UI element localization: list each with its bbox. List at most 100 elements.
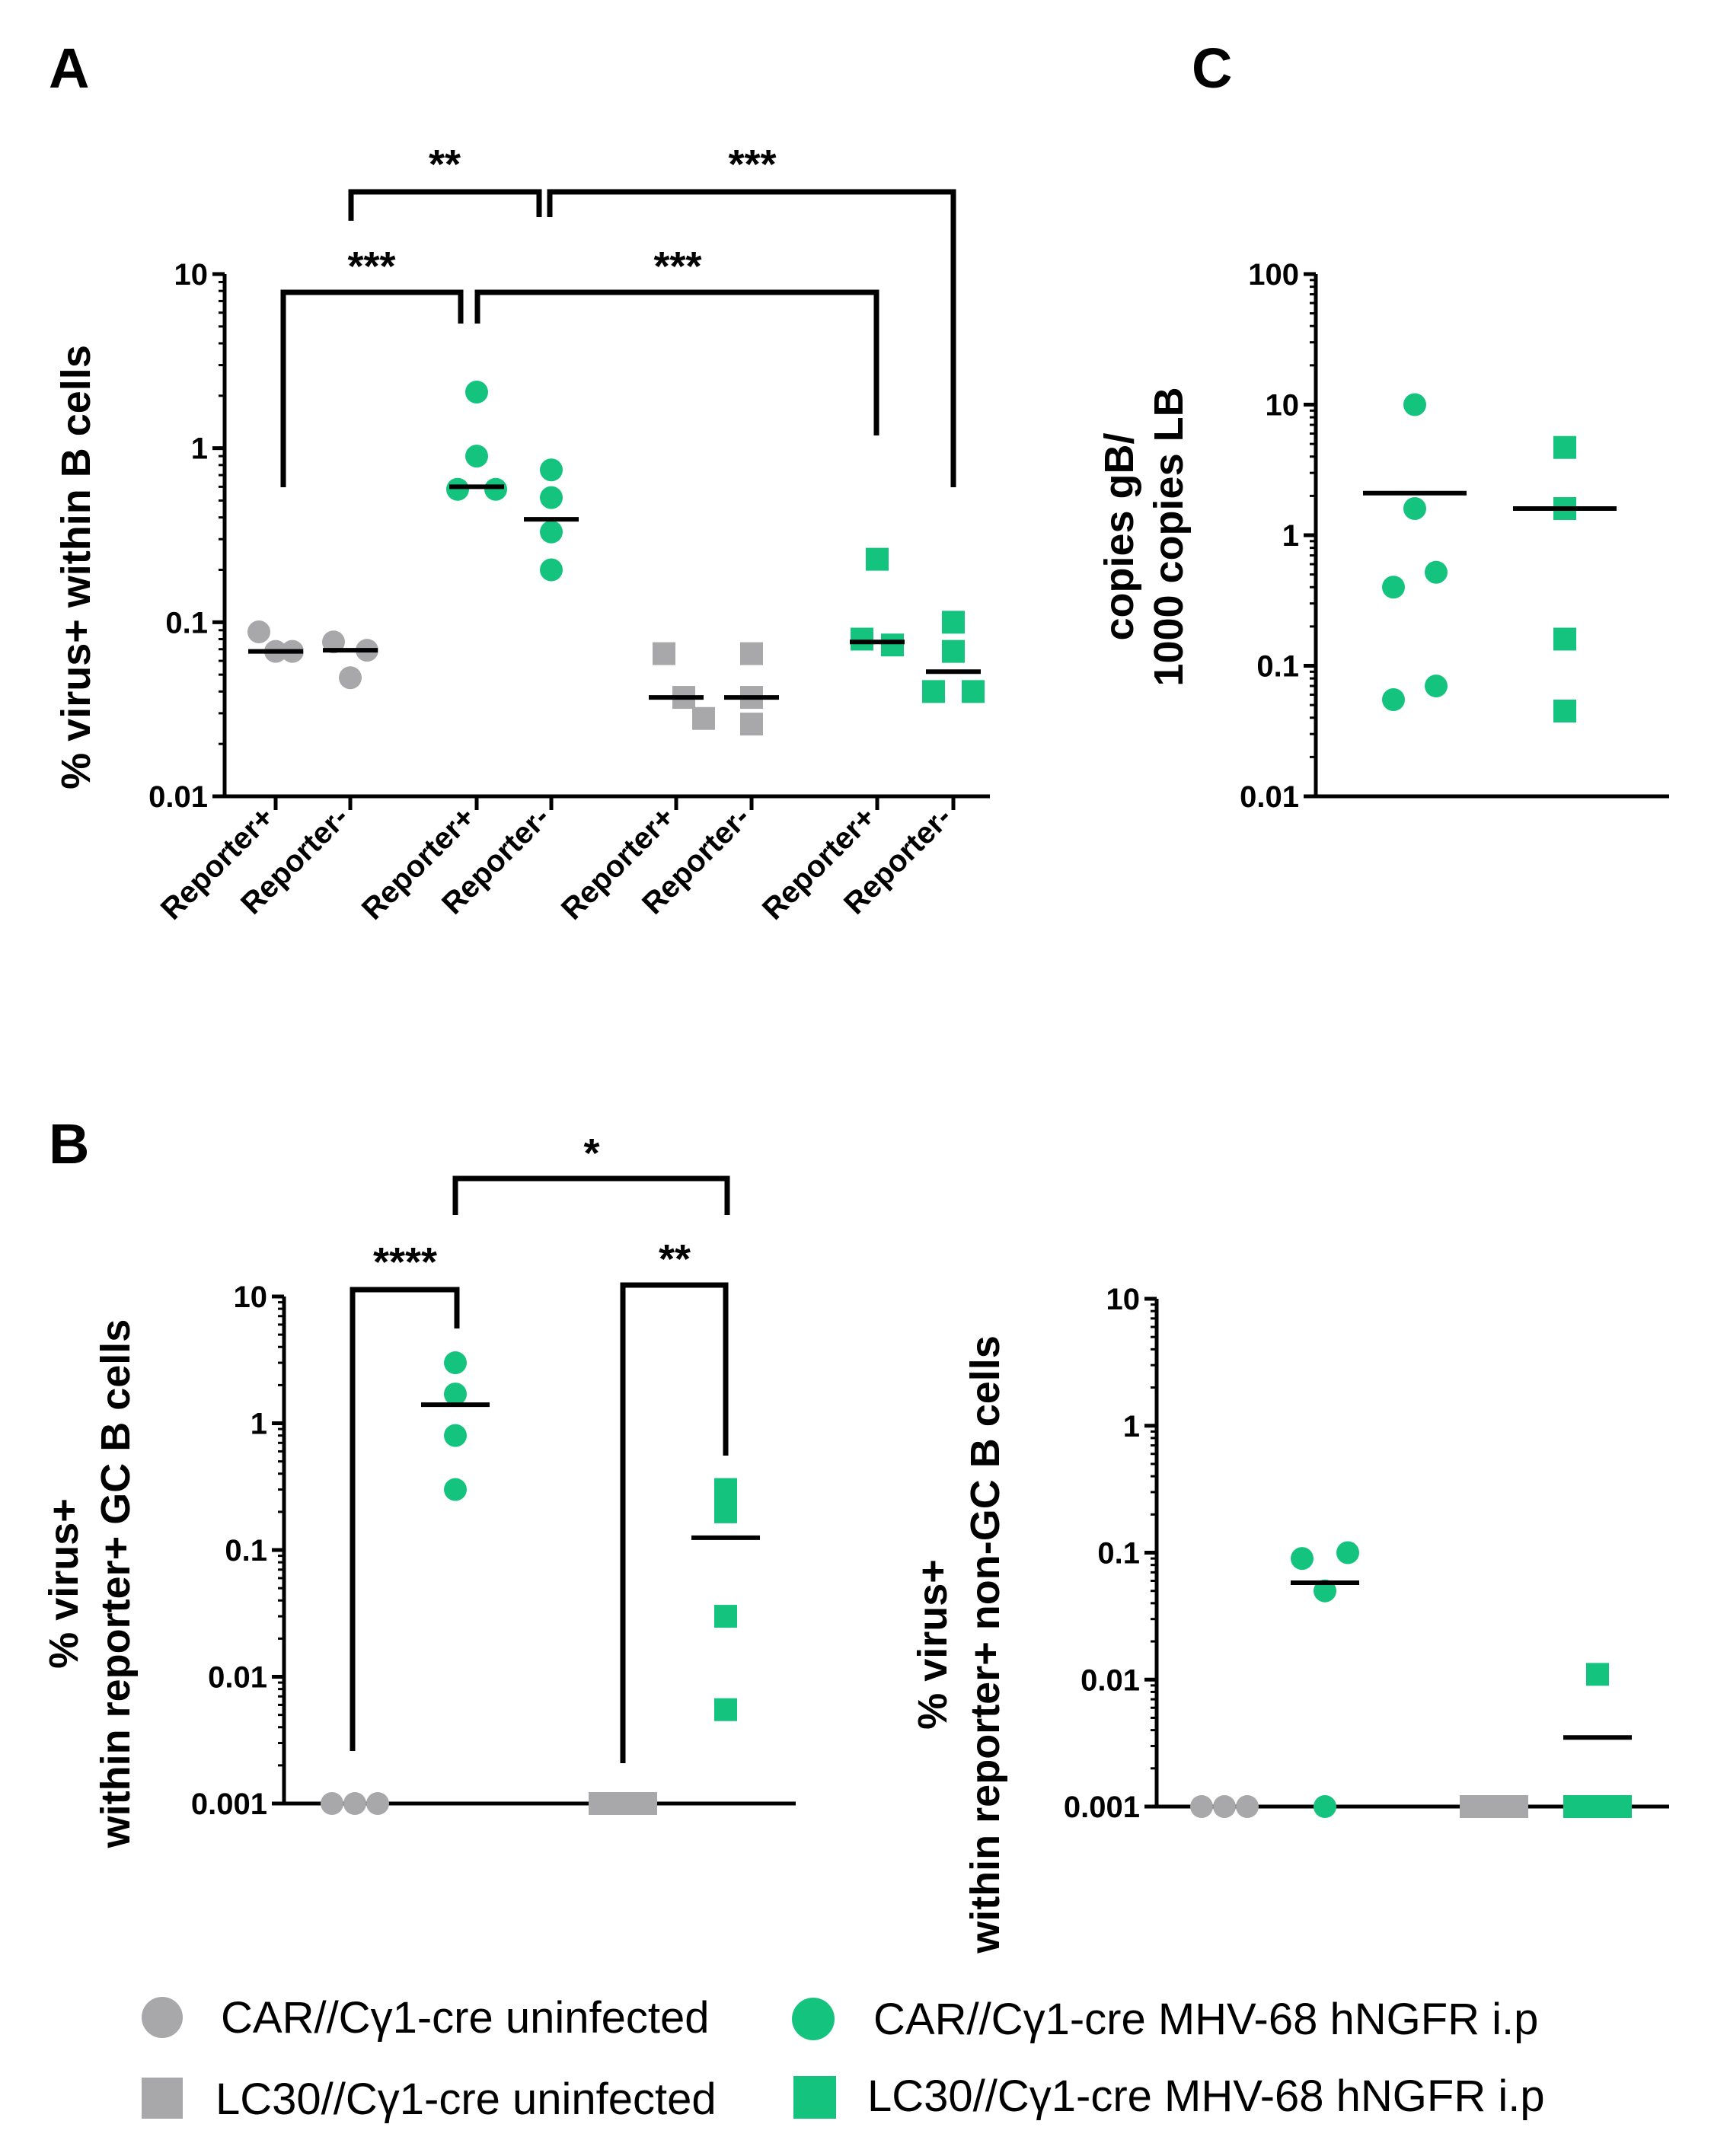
panel-c-point: [1403, 393, 1426, 416]
panel-a-point: [540, 486, 563, 509]
panel-b-point: [444, 1351, 467, 1375]
panel-b-sig-label: **: [659, 1236, 691, 1282]
panel-b-right-chart: % virus+ within reporter+ non-GC B cells…: [910, 1283, 1669, 1954]
panel-b-sig-bracket: [452, 1175, 730, 1215]
panel-b-sig-label: ****: [373, 1239, 437, 1285]
panel-b-right-y-label-line2: within reporter+ non-GC B cells: [962, 1335, 1008, 1954]
panel-b-y-label-line1: % virus+: [41, 1498, 87, 1669]
panel-b-point: [444, 1383, 467, 1406]
panel-c-letter: C: [1192, 37, 1232, 100]
panel-b-right-point: [1314, 1579, 1336, 1603]
legend-marker-lc30-uninfected: [142, 2078, 183, 2119]
panel-b-point: [634, 1792, 657, 1815]
panel-a-point: [465, 445, 488, 468]
panel-b-right-point: [1336, 1541, 1359, 1564]
panel-a-letter: A: [49, 37, 89, 100]
panel-b-right-point: [1586, 1663, 1609, 1686]
legend: CAR//Cγ1-cre uninfected CAR//Cγ1-cre MHV…: [142, 1993, 1545, 2124]
legend-marker-lc30-mhv68: [793, 2076, 836, 2119]
panel-a-point: [484, 477, 507, 501]
panel-c-point: [1553, 627, 1576, 651]
panel-b-tick-label: 10: [234, 1281, 268, 1314]
panel-a-point: [881, 633, 904, 657]
panel-b-right-point: [1291, 1547, 1314, 1571]
panel-b-right-point: [1586, 1795, 1609, 1818]
panel-a-tick-label: 0.1: [165, 606, 208, 639]
panel-b-right-point: [1213, 1795, 1236, 1818]
panel-a-point: [339, 666, 362, 690]
panel-a-sig-bracket: [474, 289, 879, 435]
panel-a-point: [740, 713, 763, 736]
panel-c-point: [1425, 560, 1448, 584]
panel-a-point: [540, 520, 563, 544]
panel-b-right-point: [1190, 1795, 1213, 1818]
panel-a-sig-bracket: [547, 189, 956, 487]
panel-b-point: [714, 1478, 737, 1501]
panel-b-right-tick-label: 0.01: [1081, 1663, 1140, 1697]
panel-b-right-point: [1460, 1795, 1483, 1818]
panel-a-point: [540, 558, 563, 582]
panel-c-point: [1382, 688, 1405, 712]
panel-c-point: [1425, 675, 1448, 698]
panel-b-right-tick-label: 10: [1106, 1283, 1141, 1316]
panel-a-y-label: % virus+ within B cells: [53, 345, 99, 789]
panel-a-point: [851, 627, 873, 651]
panel-a-sig-bracket: [348, 189, 542, 221]
panel-b-right-point: [1609, 1795, 1632, 1818]
panel-a-point: [322, 630, 345, 654]
panel-a-point: [866, 547, 889, 571]
panel-b-right-point: [1563, 1795, 1586, 1818]
panel-a-point: [942, 639, 965, 663]
panel-a-point: [465, 380, 488, 403]
panel-c-tick-label: 10: [1266, 389, 1300, 423]
legend-marker-car-uninfected: [142, 1997, 183, 2038]
legend-label-car-mhv68: CAR//Cγ1-cre MHV-68 hNGFR i.p: [873, 1995, 1538, 2044]
legend-label-lc30-mhv68: LC30//Cγ1-cre MHV-68 hNGFR i.p: [867, 2071, 1545, 2121]
panel-b-tick-label: 1: [251, 1408, 267, 1441]
panel-b-point: [343, 1792, 366, 1815]
panel-a-sig-label: ***: [347, 244, 395, 289]
panel-a-point: [540, 458, 563, 482]
panel-a-tick-label: 10: [174, 258, 209, 292]
panel-c-tick-label: 0.1: [1256, 650, 1299, 684]
panel-b-point: [366, 1792, 389, 1815]
panel-a-point: [247, 620, 270, 644]
panel-b-point: [714, 1698, 737, 1721]
panel-a-point: [653, 642, 675, 665]
panel-c-tick-label: 100: [1248, 258, 1299, 292]
panel-a-point: [740, 642, 763, 665]
panel-a-sig-bracket: [280, 289, 464, 487]
panel-a-point: [962, 680, 985, 703]
panel-b-chart: % virus+ within reporter+ GC B cells 10 1…: [41, 1131, 796, 1848]
panel-b-tick-label: 0.001: [191, 1788, 267, 1821]
panel-b-point: [714, 1605, 737, 1628]
panel-c-y-label-line1: copies gB/: [1097, 432, 1142, 640]
panel-c-point: [1403, 496, 1426, 520]
panel-a-sig-label: **: [429, 142, 461, 187]
panel-b-tick-label: 0.01: [208, 1661, 267, 1695]
panel-b-right-point: [1505, 1795, 1528, 1818]
panel-b-sig-label: *: [583, 1131, 599, 1176]
panel-b-point: [444, 1478, 467, 1501]
panel-a-point: [692, 706, 715, 730]
panel-c-y-label-line2: 1000 copies LB: [1146, 387, 1192, 686]
panel-b-right-point: [1314, 1795, 1336, 1818]
panel-b-sig-bracket: [350, 1287, 460, 1751]
panel-c-chart: copies gB/ 1000 copies LB 100 10 1 0.1 0.01: [1097, 258, 1669, 814]
panel-a-sig-label: ***: [653, 244, 701, 289]
panel-b-right-tick-label: 1: [1123, 1410, 1140, 1443]
panel-b-point: [611, 1792, 634, 1815]
panel-c-point: [1382, 576, 1405, 599]
panel-a-tick-label: 0.01: [148, 780, 208, 814]
panel-b-right-point: [1483, 1795, 1505, 1818]
legend-label-car-uninfected: CAR//Cγ1-cre uninfected: [221, 1993, 709, 2043]
panel-b-sig-bracket: [620, 1282, 729, 1763]
panel-a-tick-label: 1: [191, 432, 208, 466]
panel-a-point: [942, 611, 965, 634]
panel-c-tick-label: 1: [1282, 519, 1299, 553]
panel-b-letter: B: [49, 1112, 89, 1175]
panel-b-point: [714, 1500, 737, 1523]
panel-b-right-point: [1236, 1795, 1259, 1818]
panel-b-right-y-label-line1: % virus+: [910, 1559, 956, 1730]
